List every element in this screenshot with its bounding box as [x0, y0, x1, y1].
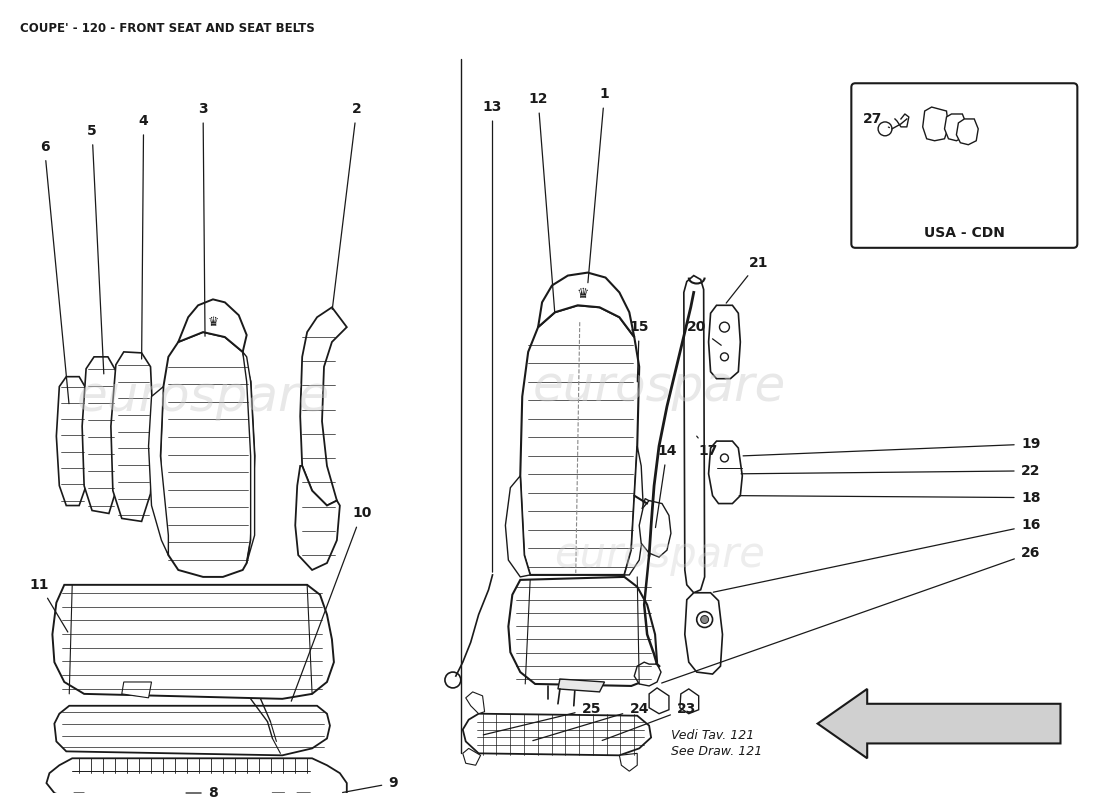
Polygon shape	[508, 577, 657, 686]
Polygon shape	[685, 593, 723, 674]
Circle shape	[696, 612, 713, 627]
Polygon shape	[53, 585, 334, 699]
Circle shape	[878, 122, 892, 136]
Polygon shape	[505, 476, 530, 577]
Text: 16: 16	[713, 518, 1041, 592]
Polygon shape	[82, 357, 119, 514]
Polygon shape	[642, 498, 654, 514]
Text: 21: 21	[726, 256, 768, 303]
Text: 19: 19	[744, 437, 1041, 456]
Polygon shape	[122, 682, 152, 698]
Polygon shape	[56, 377, 89, 506]
Polygon shape	[111, 352, 154, 522]
Circle shape	[720, 454, 728, 462]
Polygon shape	[148, 386, 168, 555]
Polygon shape	[465, 692, 485, 714]
Polygon shape	[161, 332, 254, 577]
Text: eurospare: eurospare	[76, 373, 330, 421]
Text: USA - CDN: USA - CDN	[924, 226, 1004, 240]
Polygon shape	[293, 793, 315, 800]
Text: 22: 22	[741, 464, 1041, 478]
Text: 2: 2	[332, 102, 362, 310]
Text: 9: 9	[342, 776, 398, 793]
Text: 1: 1	[587, 87, 609, 282]
Text: 10: 10	[292, 506, 372, 701]
Text: 5: 5	[87, 124, 103, 374]
Text: 23: 23	[602, 702, 696, 741]
Text: 17: 17	[696, 436, 718, 458]
Text: 12: 12	[528, 92, 554, 313]
Polygon shape	[243, 352, 254, 563]
Text: 14: 14	[656, 444, 676, 527]
Polygon shape	[178, 299, 246, 352]
Polygon shape	[295, 466, 340, 570]
Polygon shape	[463, 748, 481, 766]
Polygon shape	[945, 114, 966, 141]
Text: eurospare: eurospare	[532, 362, 785, 410]
Polygon shape	[463, 714, 651, 755]
Polygon shape	[46, 758, 346, 800]
Polygon shape	[54, 706, 330, 755]
Polygon shape	[300, 307, 346, 506]
Polygon shape	[708, 441, 742, 503]
Text: ♛: ♛	[207, 316, 219, 329]
Text: 8: 8	[186, 786, 218, 800]
Circle shape	[719, 322, 729, 332]
Text: COUPE' - 120 - FRONT SEAT AND SEAT BELTS: COUPE' - 120 - FRONT SEAT AND SEAT BELTS	[20, 22, 315, 35]
Polygon shape	[520, 306, 639, 575]
Text: 6: 6	[40, 140, 69, 404]
Polygon shape	[639, 501, 671, 557]
Polygon shape	[956, 119, 978, 145]
Circle shape	[720, 353, 728, 361]
Text: 15: 15	[629, 320, 649, 382]
Polygon shape	[267, 793, 287, 800]
Text: Vedi Tav. 121: Vedi Tav. 121	[671, 729, 755, 742]
Text: 25: 25	[483, 702, 602, 735]
Polygon shape	[635, 662, 661, 686]
Polygon shape	[69, 793, 86, 800]
Text: 27: 27	[862, 112, 890, 128]
Text: 11: 11	[30, 578, 68, 632]
Polygon shape	[619, 754, 637, 771]
Text: 3: 3	[198, 102, 208, 336]
Circle shape	[701, 615, 708, 623]
Text: eurospare: eurospare	[553, 534, 764, 576]
Polygon shape	[558, 679, 605, 692]
FancyBboxPatch shape	[851, 83, 1077, 248]
Text: See Draw. 121: See Draw. 121	[671, 746, 762, 758]
Text: 20: 20	[688, 320, 722, 346]
Polygon shape	[817, 689, 1060, 758]
Text: 24: 24	[532, 702, 649, 741]
Polygon shape	[923, 107, 948, 141]
Polygon shape	[625, 446, 645, 575]
Polygon shape	[538, 273, 635, 337]
Text: 18: 18	[739, 490, 1041, 505]
Text: ♛: ♛	[576, 287, 588, 302]
Text: 13: 13	[483, 100, 503, 572]
Polygon shape	[708, 306, 740, 378]
Polygon shape	[684, 275, 705, 593]
Text: 4: 4	[139, 114, 148, 359]
Text: 26: 26	[662, 546, 1041, 683]
